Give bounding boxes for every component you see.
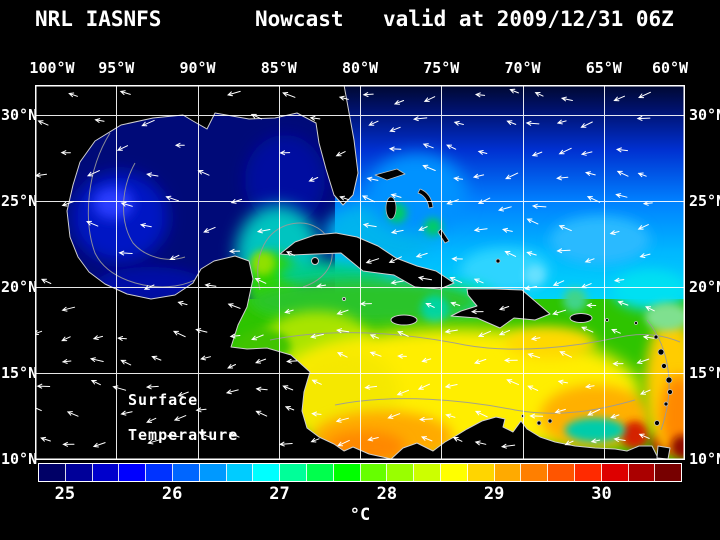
- lon-tick-label: 80°W: [341, 59, 379, 77]
- lat-tick-label-left: 25°N: [1, 191, 38, 210]
- lat-tick-label-right: 15°N: [689, 363, 720, 382]
- valid-time-label: valid at 2009/12/31 06Z: [383, 7, 674, 31]
- colorbar: [38, 463, 682, 482]
- lon-tick-label: 60°W: [651, 59, 689, 77]
- lon-tick-label: 95°W: [98, 59, 135, 77]
- latlon-gridlines: [36, 86, 684, 459]
- lon-tick-label: 85°W: [260, 59, 297, 77]
- land-bahamas: [374, 168, 501, 264]
- land-grand-cayman: [342, 297, 346, 301]
- land-masses: [35, 85, 673, 460]
- lat-tick-label-left: 10°N: [1, 449, 38, 468]
- land-lesser-antilles: [521, 318, 673, 426]
- map-frame-border: [35, 85, 685, 460]
- colorbar-segment: [548, 464, 575, 481]
- colorbar-unit-label: °C: [349, 505, 371, 525]
- colorbar-segment: [199, 464, 227, 481]
- colorbar-segment: [253, 464, 281, 481]
- lon-tick-label: 70°W: [504, 59, 541, 77]
- colorbar-segment: [92, 464, 120, 481]
- current-vector-arrows: [35, 88, 655, 449]
- land-trinidad: [656, 445, 671, 460]
- model-name-label: NRL IASNFS: [35, 7, 162, 31]
- colorbar-segment: [601, 464, 629, 481]
- colorbar-segment: [387, 464, 415, 481]
- lon-tick-label: 65°W: [585, 59, 622, 77]
- colorbar-tick-label: 25: [54, 484, 76, 504]
- colorbar-tick-label: 28: [376, 484, 398, 504]
- lon-tick-label: 75°W: [423, 59, 460, 77]
- annotation-temperature: Temperature: [128, 426, 239, 444]
- land-cuba: [279, 232, 455, 290]
- colorbar-segment: [467, 464, 495, 481]
- colorbar-segment: [146, 464, 173, 481]
- nowcast-label: Nowcast: [255, 7, 344, 31]
- colorbar-tick-label: 26: [161, 484, 183, 504]
- colorbar-segment: [172, 464, 200, 481]
- colorbar-segment: [360, 464, 388, 481]
- colorbar-segment: [306, 464, 334, 481]
- lon-tick-label: 90°W: [179, 59, 216, 77]
- land-south-america: [389, 416, 662, 460]
- lat-tick-label-left: 15°N: [1, 363, 38, 382]
- colorbar-tick-label: 29: [483, 484, 505, 504]
- colorbar-segment: [39, 464, 66, 481]
- map-plot-area: Surface Temperature: [35, 85, 685, 460]
- lon-tick-label: 100°W: [29, 59, 75, 77]
- lat-tick-label-right: 30°N: [689, 105, 720, 124]
- lat-tick-label-right: 10°N: [689, 449, 720, 468]
- lat-tick-label-right: 20°N: [689, 277, 720, 296]
- colorbar-tick-label: 27: [269, 484, 290, 504]
- colorbar-segment: [119, 464, 147, 481]
- colorbar-segment: [65, 464, 93, 481]
- lat-tick-label-left: 30°N: [1, 105, 38, 124]
- colorbar-segment: [414, 464, 441, 481]
- land-puerto-rico: [569, 313, 593, 323]
- colorbar-tick-label: 30: [591, 484, 612, 504]
- land-isla-juventud: [311, 257, 319, 265]
- colorbar-segment: [440, 464, 468, 481]
- sst-map-canvas: [35, 85, 685, 460]
- colorbar-segment: [280, 464, 307, 481]
- colorbar-segment: [628, 464, 656, 481]
- colorbar-segment: [574, 464, 602, 481]
- land-jamaica: [390, 314, 418, 326]
- colorbar-segment: [226, 464, 254, 481]
- colorbar-segment: [521, 464, 549, 481]
- colorbar-segment: [333, 464, 361, 481]
- colorbar-segment: [494, 464, 522, 481]
- annotation-surface: Surface: [128, 391, 199, 409]
- lat-tick-label-right: 25°N: [689, 191, 720, 210]
- colorbar-segment: [655, 464, 682, 481]
- lat-tick-label-left: 20°N: [1, 277, 38, 296]
